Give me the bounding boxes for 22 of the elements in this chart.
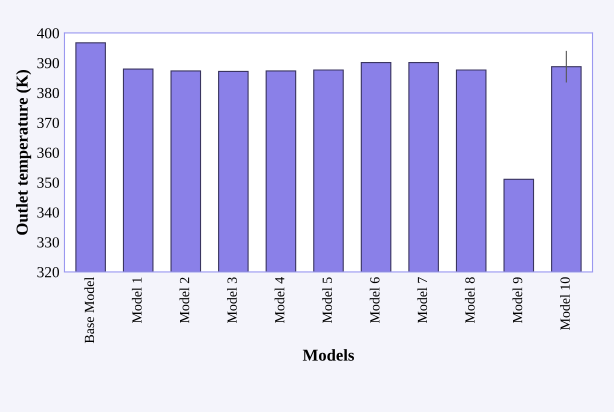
y-tick-label: 340 (37, 207, 60, 218)
y-tick-label: 350 (37, 177, 60, 188)
x-tick-label: Base Model (84, 277, 94, 344)
x-tick-label: Model 2 (179, 278, 190, 324)
x-tick-label: Model 3 (227, 277, 237, 324)
x-tick-label: Model 10 (560, 277, 570, 330)
y-tick-label: 370 (37, 118, 60, 128)
y-tick-label: 320 (37, 267, 60, 278)
y-axis-title: Outlet temperature (K) (16, 70, 32, 235)
x-tick-label: Model 5 (322, 277, 332, 324)
x-tick-label: Model 6 (370, 277, 380, 324)
y-tick-label: 380 (37, 88, 60, 98)
x-tick-label: Model 4 (274, 277, 284, 324)
y-tick-label: 330 (37, 237, 60, 248)
x-tick-label: Model 1 (132, 278, 142, 324)
x-tick-label: Model 9 (512, 277, 522, 324)
y-tick-label: 360 (37, 148, 60, 158)
y-tick-label: 400 (36, 28, 60, 38)
x-axis-title: Models (302, 349, 354, 361)
x-tick-label: Model 7 (417, 277, 428, 324)
x-tick-label: Model 8 (464, 277, 475, 324)
y-tick-label: 390 (37, 58, 60, 68)
